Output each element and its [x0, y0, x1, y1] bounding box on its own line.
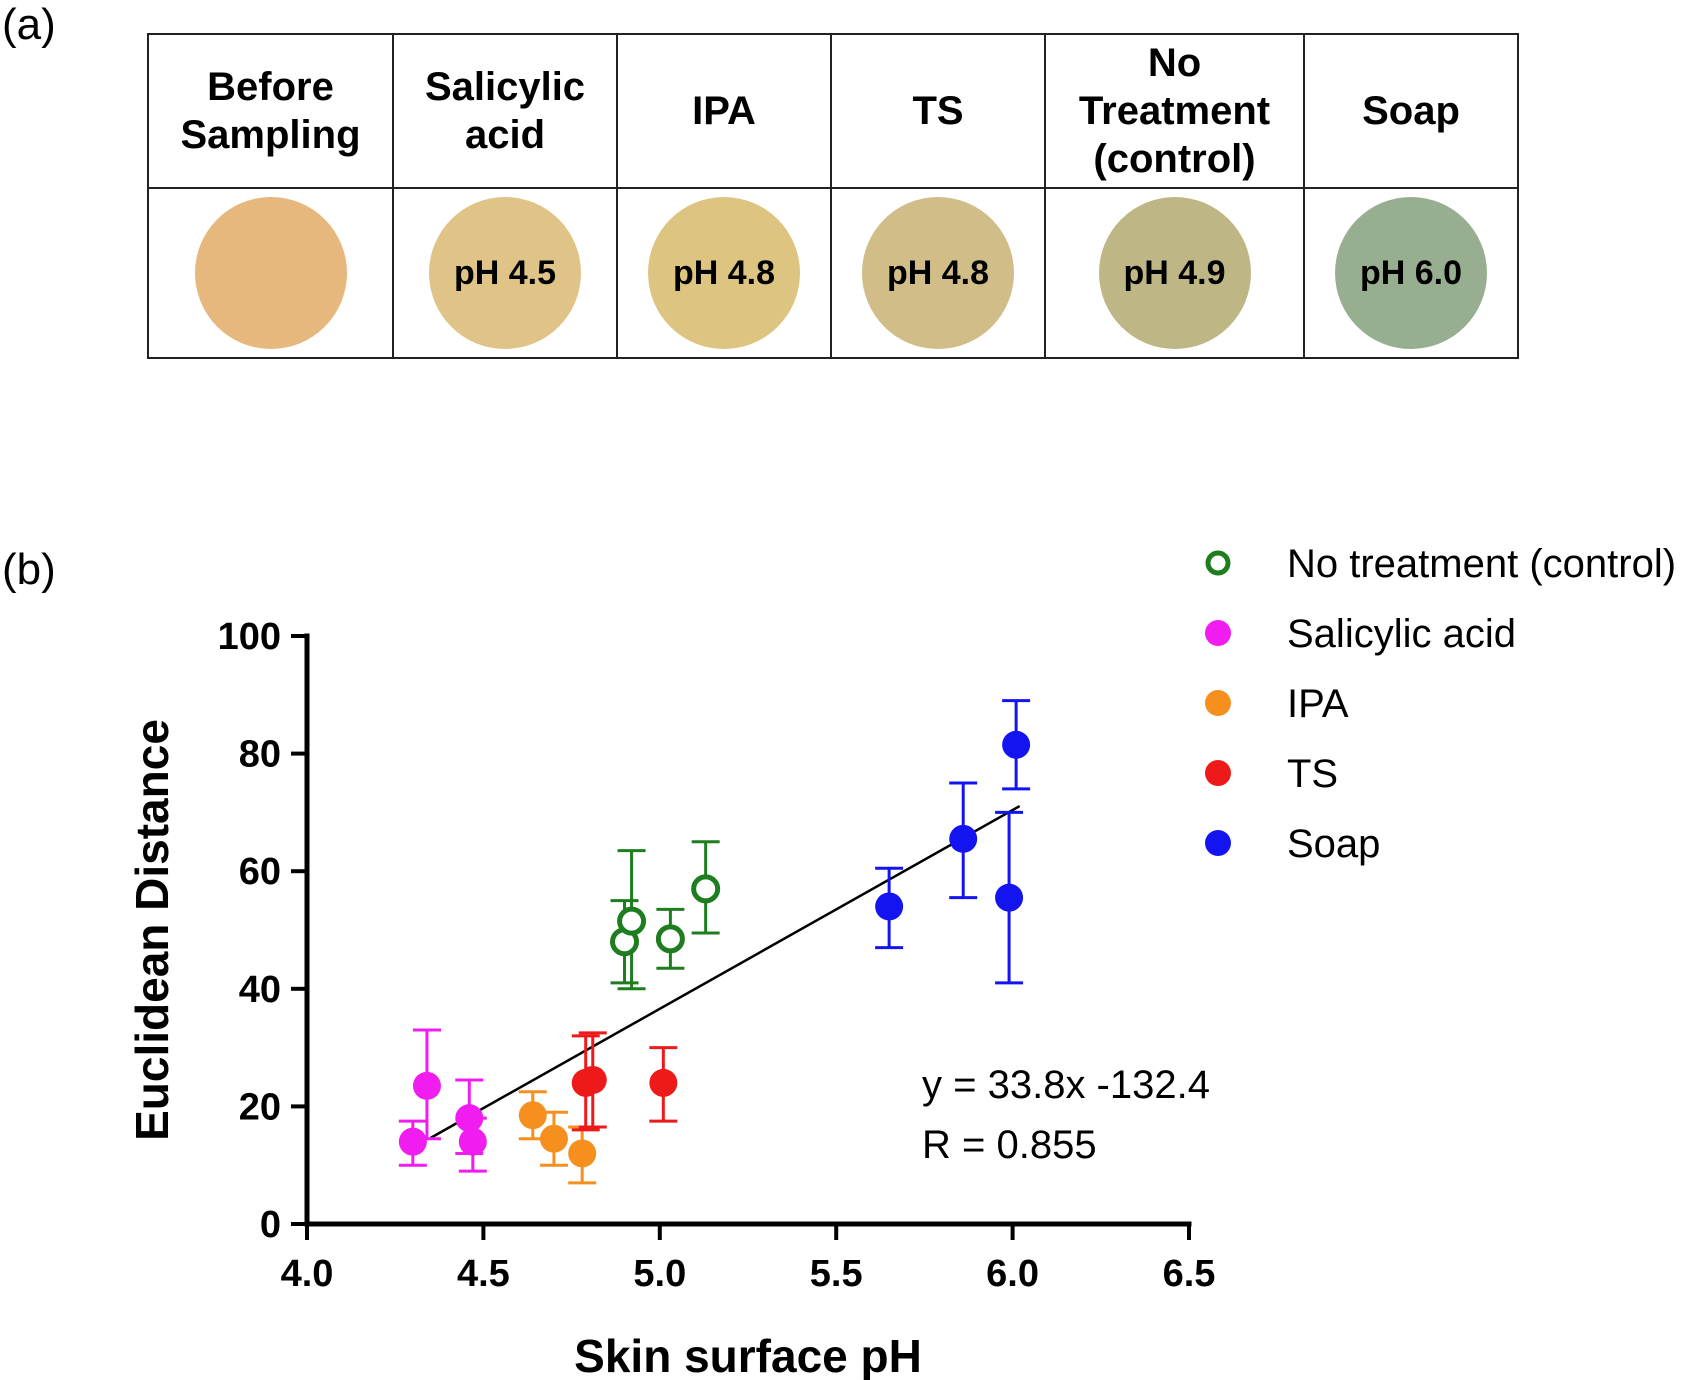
data-point — [455, 1104, 484, 1133]
data-point — [518, 1101, 547, 1130]
column-header: TS — [830, 33, 1046, 189]
swatch-header-row: Before Sampling Salicylic acid IPA TS No Treatm… — [147, 33, 1519, 189]
swatch-ph-label: pH 4.8 — [672, 253, 776, 292]
column-header: No Treatment (control) — [1044, 33, 1305, 189]
color-swatch: pH 6.0 — [1335, 197, 1487, 349]
y-tick-label: 100 — [218, 616, 281, 658]
x-tick-label: 4.0 — [281, 1253, 334, 1295]
swatch-ph-label: pH 4.9 — [1123, 253, 1226, 292]
column-header-line: No — [1147, 41, 1202, 85]
swatch-cell: pH 4.5 — [392, 187, 618, 359]
data-point — [691, 874, 721, 904]
regression-line — [429, 804, 1021, 1140]
data-point — [1002, 730, 1031, 759]
x-tick-label: 5.0 — [633, 1253, 686, 1295]
x-tick-label: 5.5 — [810, 1253, 863, 1295]
swatch-table: Before Sampling Salicylic acid IPA TS No Treatm… — [147, 33, 1519, 359]
data-point — [617, 906, 647, 936]
x-tick-label: 6.5 — [1163, 1253, 1216, 1295]
column-header: Soap — [1303, 33, 1519, 189]
legend-label: Soap — [1287, 822, 1380, 866]
swatch-cell: pH 4.9 — [1044, 187, 1305, 359]
data-point — [458, 1127, 487, 1156]
column-header-line: TS — [912, 89, 964, 133]
swatch-ph-label: pH 4.8 — [886, 253, 990, 292]
data-point — [539, 1124, 568, 1153]
column-header-line: Treatment — [1078, 89, 1271, 133]
panel-label-b: (b) — [2, 545, 56, 594]
legend-label: No treatment (control) — [1287, 542, 1676, 586]
column-header: Salicylic acid — [392, 33, 618, 189]
color-swatch: pH 4.8 — [648, 197, 800, 349]
legend-marker — [1205, 830, 1231, 856]
y-tick-label: 40 — [239, 969, 281, 1011]
column-header-line: Soap — [1362, 89, 1460, 133]
legend-marker — [1205, 620, 1231, 646]
legend-label: TS — [1287, 752, 1338, 796]
column-header: IPA — [616, 33, 832, 189]
legend-label: IPA — [1287, 682, 1349, 726]
data-point — [568, 1139, 597, 1168]
color-swatch: pH 4.5 — [429, 197, 581, 349]
color-swatch — [194, 197, 347, 349]
y-tick-label: 20 — [239, 1086, 281, 1128]
fit-r-value: R = 0.855 — [922, 1123, 1097, 1167]
x-axis-title: Skin surface pH — [574, 1330, 922, 1380]
y-tick-label: 80 — [239, 734, 281, 776]
x-tick-label: 6.0 — [986, 1253, 1039, 1295]
data-point — [649, 1068, 678, 1097]
legend-marker — [1205, 690, 1231, 716]
y-tick-label: 60 — [239, 851, 281, 893]
swatch-cell: pH 6.0 — [1303, 187, 1519, 359]
swatch-ph-label: pH 6.0 — [1359, 253, 1463, 292]
swatch-color-row: pH 4.5 pH 4.8 pH 4.8 pH 4.9 pH 6.0 — [147, 187, 1519, 359]
data-point — [995, 883, 1024, 912]
column-header-line: acid — [464, 113, 546, 157]
y-axis-title: Euclidean Distance — [126, 719, 178, 1141]
column-header-line: Salicylic — [424, 65, 586, 109]
swatch-ph-label: pH 4.5 — [453, 253, 557, 292]
data-point — [875, 892, 904, 921]
legend-label: Salicylic acid — [1287, 612, 1516, 656]
swatch-cell — [147, 187, 394, 359]
panel-label-a: (a) — [2, 0, 56, 49]
column-header-line: (control) — [1093, 137, 1256, 181]
y-tick-label: 0 — [260, 1204, 281, 1246]
column-header-line: IPA — [692, 89, 756, 133]
legend-marker — [1205, 550, 1231, 576]
column-header: Before Sampling — [147, 33, 394, 189]
data-point — [578, 1065, 607, 1094]
swatch-cell: pH 4.8 — [830, 187, 1046, 359]
data-point — [949, 824, 978, 853]
fit-equation: y = 33.8x -132.4 — [922, 1063, 1210, 1107]
column-header-line: Sampling — [180, 113, 361, 157]
color-swatch: pH 4.8 — [862, 197, 1014, 349]
swatch-cell: pH 4.8 — [616, 187, 832, 359]
x-tick-label: 4.5 — [457, 1253, 510, 1295]
legend-marker — [1205, 760, 1231, 786]
column-header-line: Before — [207, 65, 334, 109]
data-point — [398, 1127, 427, 1156]
data-point — [655, 924, 685, 954]
data-point — [412, 1071, 441, 1100]
color-swatch: pH 4.9 — [1098, 197, 1251, 349]
